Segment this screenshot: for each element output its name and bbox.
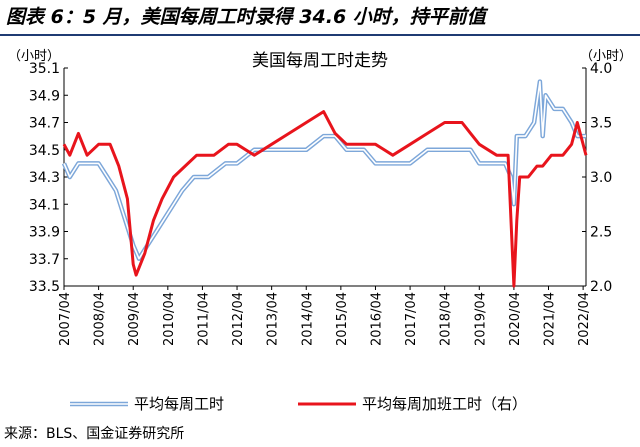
x-tick-label: 2022/04 [577,292,592,346]
left-tick-label: 34.5 [29,143,60,159]
x-tick-label: 2018/04 [439,292,454,346]
x-tick-label: 2017/04 [404,292,419,346]
x-tick-label: 2009/04 [127,292,142,346]
right-tick-label: 2.5 [590,225,612,241]
chart-title: 美国每周工时走势 [252,51,388,71]
x-tick-label: 2015/04 [335,292,350,346]
series-overtime-hours [62,110,588,288]
x-tick-label: 2021/04 [543,292,558,346]
x-tick-label: 2013/04 [266,292,281,346]
left-tick-label: 33.9 [29,225,60,241]
axes: 33.533.733.934.134.334.534.734.935.12.02… [29,61,612,346]
left-tick-label: 35.1 [29,61,60,77]
left-tick-label: 33.7 [29,252,60,268]
x-tick-label: 2008/04 [93,292,108,346]
legend-label-avg-hours: 平均每周工时 [134,395,224,413]
title-rule [0,34,640,36]
right-tick-label: 3.5 [590,116,612,132]
x-tick-label: 2007/04 [58,292,73,346]
x-tick-label: 2016/04 [369,292,384,346]
figure-title: 图表 6：5 月，美国每周工时录得 34.6 小时，持平前值 [6,6,486,28]
x-tick-label: 2019/04 [473,292,488,346]
legend-label-overtime-hours: 平均每周加班工时（右） [362,395,527,413]
series-layer [61,79,588,288]
legend: 平均每周工时 平均每周加班工时（右） [70,395,527,413]
x-tick-label: 2012/04 [231,292,246,346]
left-tick-label: 34.1 [29,197,60,213]
right-tick-label: 4.0 [590,61,612,77]
left-tick-label: 33.5 [29,279,60,295]
right-tick-label: 3.0 [590,170,612,186]
left-tick-label: 34.3 [29,170,60,186]
right-axis-unit: （小时） [580,49,632,64]
line-chart: 美国每周工时走势 （小时） （小时） 33.5 33.7 33.9 34.1 34.3 3… [8,49,632,413]
x-tick-label: 2010/04 [162,292,177,346]
x-tick-label: 2020/04 [508,292,523,346]
left-tick-label: 34.9 [29,88,60,104]
left-tick-label: 34.7 [29,116,60,132]
series-avg-hours-inner [63,80,586,260]
right-tick-label: 2.0 [590,279,612,295]
x-tick-label: 2014/04 [300,292,315,346]
x-tick-label: 2011/04 [196,292,211,346]
left-axis-unit: （小时） [8,49,60,64]
source-note: 来源：BLS、国金证券研究所 [4,426,185,442]
